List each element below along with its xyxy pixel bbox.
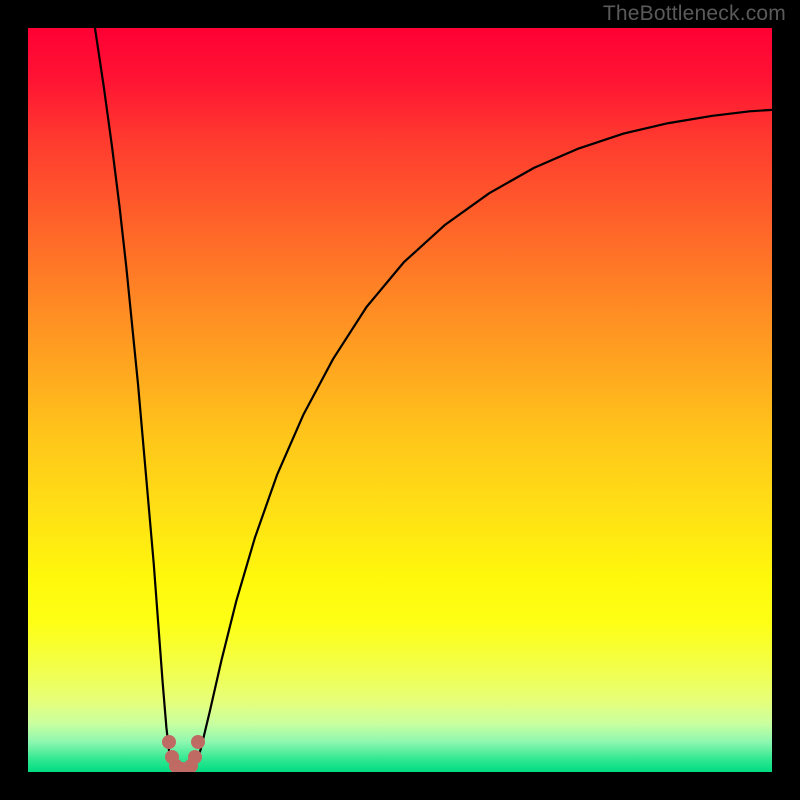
plot-area (28, 28, 772, 772)
chart-root: { "watermark": { "text": "TheBottleneck.… (0, 0, 800, 800)
curve-path (95, 28, 772, 770)
valley-marker (188, 750, 202, 764)
valley-marker (162, 735, 176, 749)
bottleneck-curve (28, 28, 772, 772)
watermark-text: TheBottleneck.com (603, 2, 786, 26)
plot-frame (28, 28, 772, 772)
valley-marker (191, 735, 205, 749)
